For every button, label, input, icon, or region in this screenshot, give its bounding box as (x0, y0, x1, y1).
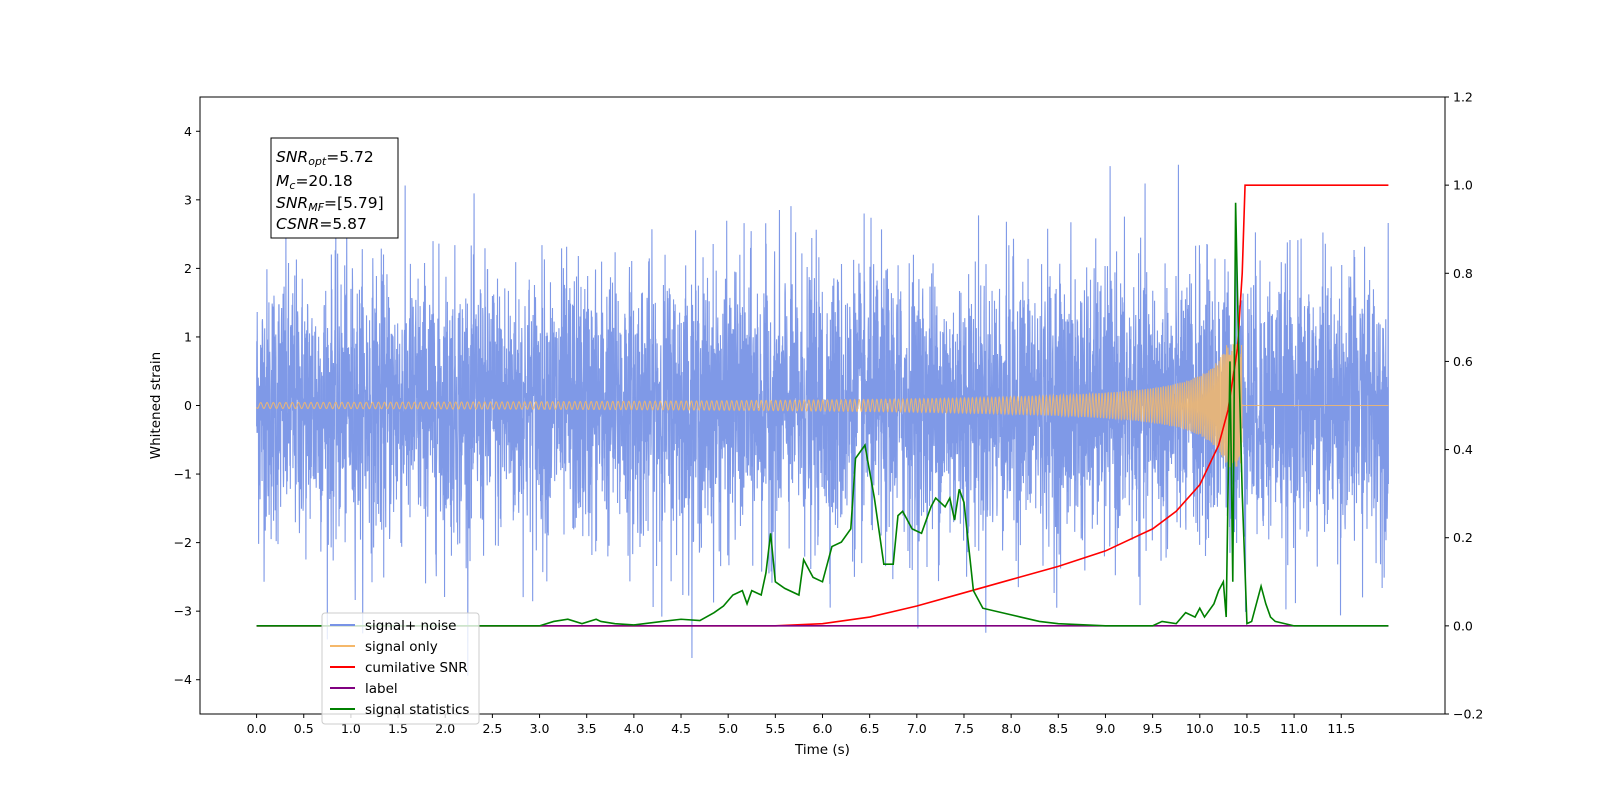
y-tick-label: −2 (174, 535, 192, 550)
legend-label: signal statistics (365, 702, 469, 718)
axes: 0.0 0.5 1.0 1.5 2.0 2.5 3.0 3.5 4.0 4.5 5.0 5.5 6.0 6… (148, 90, 1483, 759)
y-tick-label: 0 (184, 398, 192, 413)
y-tick-label: 1 (184, 329, 192, 344)
y-tick-label: −3 (174, 604, 192, 619)
legend-label: signal only (365, 639, 438, 655)
y2-tick-label: 1.0 (1453, 178, 1473, 193)
x-tick-label: 4.5 (671, 721, 691, 736)
x-tick-label: 2.5 (482, 721, 502, 736)
x-tick-label: 8.0 (1001, 721, 1021, 736)
x-tick-label: 0.5 (294, 721, 314, 736)
x-tick-label: 5.0 (718, 721, 738, 736)
x-tick-label: 10.0 (1186, 721, 1214, 736)
y-tick-label: 4 (184, 124, 192, 139)
y2-tick-label: 0.8 (1453, 266, 1473, 281)
plot-area (256, 164, 1389, 676)
x-tick-label: 3.0 (530, 721, 550, 736)
x-tick-label: 8.5 (1048, 721, 1068, 736)
x-tick-label: 1.0 (341, 721, 361, 736)
x-axis-label: Time (s) (794, 742, 850, 758)
x-tick-label: 9.5 (1143, 721, 1163, 736)
legend-box (321, 612, 480, 725)
y2-tick-label: −0.2 (1453, 707, 1483, 722)
y-tick-label: 3 (184, 192, 192, 207)
y-tick-label: −1 (174, 467, 192, 482)
x-tick-label: 4.0 (624, 721, 644, 736)
series-signal-statistics (256, 202, 1389, 627)
y2-tick-label: 0.6 (1453, 354, 1473, 369)
annotation-mc: Mc=20.18 (276, 172, 353, 192)
annotation-snr-mf: SNRMF=[5.79] (276, 194, 384, 214)
x-tick-label: 10.5 (1233, 721, 1261, 736)
y-axis-label: Whitened strain (148, 352, 164, 459)
annotation-snr-opt: SNRopt=5.72 (276, 148, 374, 168)
x-tick-label: 5.5 (765, 721, 785, 736)
series-signal-noise (256, 164, 1389, 676)
series-signal-only (256, 343, 1389, 468)
annotation-csnr: CSNR=5.87 (276, 215, 367, 233)
x-tick-label: 6.0 (813, 721, 833, 736)
legend-label: label (365, 681, 398, 697)
x-tick-label: 0.0 (247, 721, 267, 736)
legend-label: signal+ noise (365, 618, 456, 634)
x-tick-label: 9.0 (1096, 721, 1116, 736)
y2-tick-label: 0.2 (1453, 530, 1473, 545)
legend: signal+ noise signal only cumilative SNR la… (321, 612, 480, 725)
series-cumilative-snr (256, 184, 1389, 627)
x-tick-label: 2.0 (435, 721, 455, 736)
y2-tick-label: 0.0 (1453, 618, 1473, 633)
x-tick-label: 1.5 (388, 721, 408, 736)
x-tick-label: 7.5 (954, 721, 974, 736)
x-tick-label: 11.0 (1280, 721, 1308, 736)
legend-label: cumilative SNR (365, 660, 468, 676)
y2-tick-label: 0.4 (1453, 442, 1473, 457)
x-tick-label: 6.5 (860, 721, 880, 736)
x-tick-label: 7.0 (907, 721, 927, 736)
y2-tick-label: 1.2 (1453, 90, 1473, 105)
y-tick-label: 2 (184, 261, 192, 276)
x-tick-label: 11.5 (1327, 721, 1355, 736)
x-tick-label: 3.5 (577, 721, 597, 736)
y-tick-label: −4 (174, 672, 192, 687)
annotation-frame (270, 137, 399, 239)
